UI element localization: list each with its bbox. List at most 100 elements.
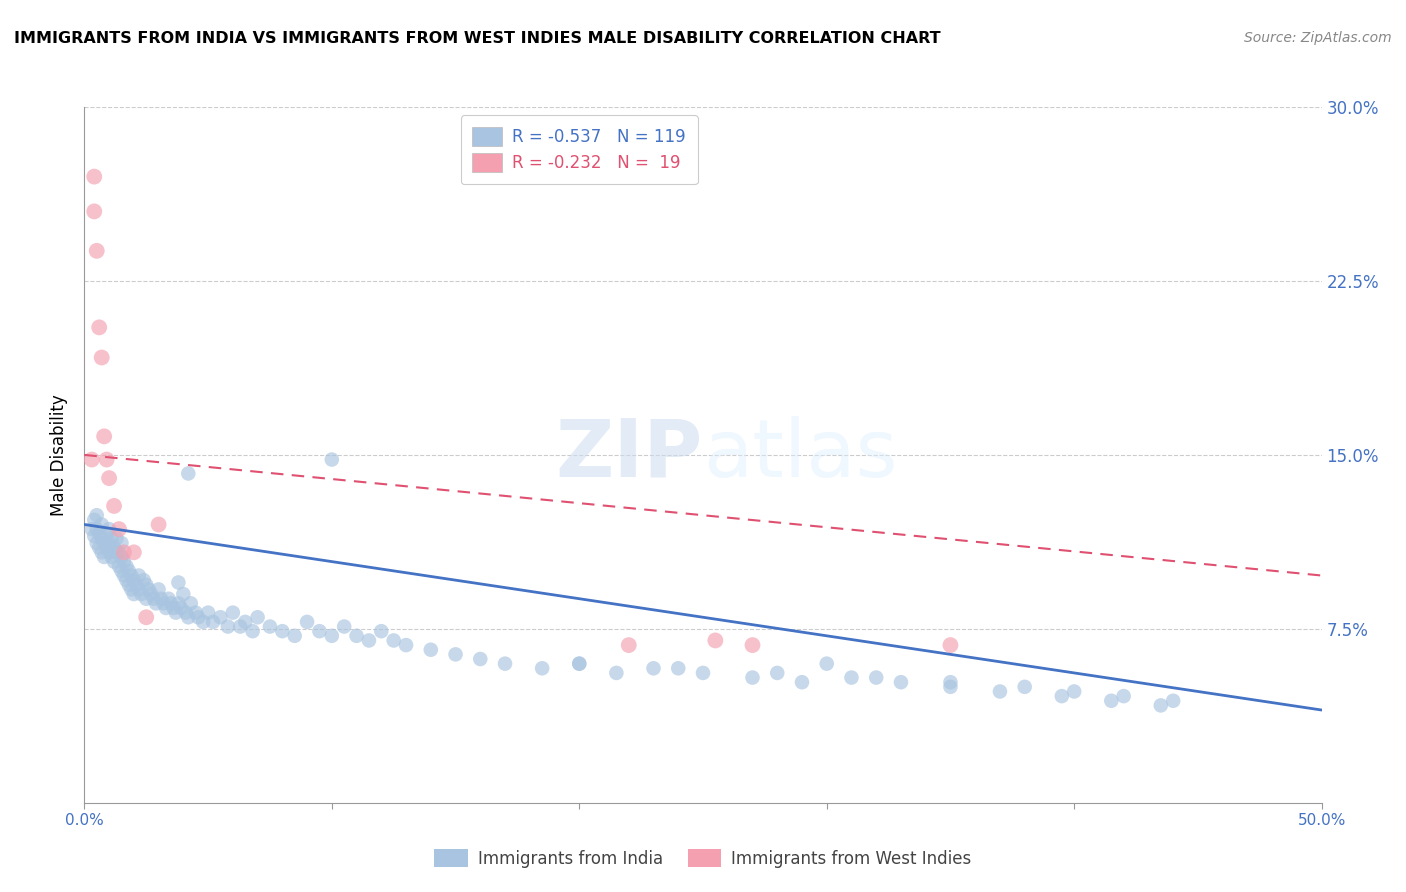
Point	[1014, 680, 1036, 694]
Point	[419, 642, 441, 657]
Point	[1050, 689, 1073, 703]
Point	[122, 587, 145, 601]
Point	[741, 638, 763, 652]
Point	[83, 204, 105, 219]
Point	[128, 568, 150, 582]
Point	[103, 555, 125, 569]
Point	[295, 615, 318, 629]
Text: ZIP: ZIP	[555, 416, 703, 494]
Point	[110, 564, 132, 578]
Point	[93, 549, 115, 564]
Point	[90, 545, 112, 559]
Point	[83, 529, 105, 543]
Point	[108, 545, 131, 559]
Point	[115, 573, 138, 587]
Point	[167, 596, 190, 610]
Point	[138, 582, 160, 597]
Point	[321, 629, 343, 643]
Point	[174, 606, 197, 620]
Point	[100, 532, 122, 546]
Point	[115, 559, 138, 574]
Point	[617, 638, 640, 652]
Point	[165, 606, 187, 620]
Point	[122, 545, 145, 559]
Point	[1063, 684, 1085, 698]
Text: Source: ZipAtlas.com: Source: ZipAtlas.com	[1244, 31, 1392, 45]
Point	[643, 661, 665, 675]
Point	[209, 610, 232, 624]
Point	[939, 638, 962, 652]
Point	[692, 665, 714, 680]
Point	[100, 549, 122, 564]
Point	[83, 513, 105, 527]
Point	[531, 661, 554, 675]
Point	[346, 629, 368, 643]
Point	[865, 671, 887, 685]
Point	[321, 452, 343, 467]
Point	[96, 526, 118, 541]
Point	[98, 545, 121, 559]
Point	[93, 536, 115, 550]
Point	[98, 536, 121, 550]
Point	[157, 591, 180, 606]
Point	[89, 541, 111, 555]
Point	[86, 536, 108, 550]
Point	[93, 429, 115, 443]
Point	[370, 624, 392, 639]
Point	[494, 657, 516, 671]
Point	[103, 541, 125, 555]
Point	[103, 499, 125, 513]
Point	[162, 601, 184, 615]
Point	[89, 320, 111, 334]
Point	[704, 633, 727, 648]
Point	[382, 633, 405, 648]
Point	[184, 606, 207, 620]
Point	[197, 606, 219, 620]
Point	[110, 549, 132, 564]
Point	[118, 578, 141, 592]
Point	[148, 517, 170, 532]
Point	[118, 564, 141, 578]
Point	[108, 522, 131, 536]
Point	[98, 522, 121, 536]
Point	[172, 587, 194, 601]
Point	[112, 545, 135, 559]
Point	[187, 610, 209, 624]
Point	[135, 578, 157, 592]
Point	[568, 657, 591, 671]
Point	[145, 596, 167, 610]
Point	[229, 619, 252, 633]
Point	[357, 633, 380, 648]
Point	[568, 657, 591, 671]
Point	[108, 559, 131, 574]
Point	[122, 573, 145, 587]
Point	[271, 624, 294, 639]
Point	[242, 624, 264, 639]
Point	[259, 619, 281, 633]
Point	[155, 601, 177, 615]
Point	[160, 596, 183, 610]
Text: IMMIGRANTS FROM INDIA VS IMMIGRANTS FROM WEST INDIES MALE DISABILITY CORRELATION: IMMIGRANTS FROM INDIA VS IMMIGRANTS FROM…	[14, 31, 941, 46]
Point	[125, 578, 148, 592]
Point	[988, 684, 1011, 698]
Point	[177, 467, 200, 481]
Point	[120, 582, 142, 597]
Y-axis label: Male Disability: Male Disability	[51, 394, 69, 516]
Point	[90, 351, 112, 365]
Point	[112, 568, 135, 582]
Point	[284, 629, 307, 643]
Point	[110, 536, 132, 550]
Point	[167, 575, 190, 590]
Point	[80, 452, 103, 467]
Point	[152, 596, 174, 610]
Point	[135, 591, 157, 606]
Point	[135, 610, 157, 624]
Point	[90, 532, 112, 546]
Legend: Immigrants from India, Immigrants from West Indies: Immigrants from India, Immigrants from W…	[427, 842, 979, 874]
Point	[308, 624, 330, 639]
Point	[180, 596, 202, 610]
Point	[939, 680, 962, 694]
Point	[666, 661, 689, 675]
Point	[333, 619, 356, 633]
Point	[890, 675, 912, 690]
